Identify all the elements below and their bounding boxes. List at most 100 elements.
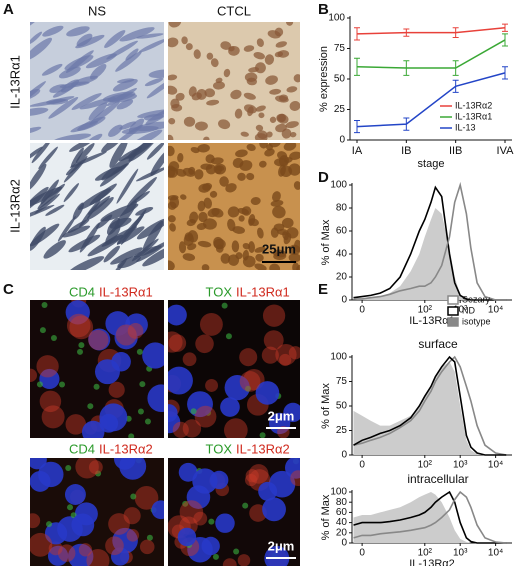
cell [255,253,264,262]
dot [242,502,249,509]
legend-swatch [447,317,459,327]
cell [243,45,255,52]
cell [227,254,240,266]
cell [30,81,46,106]
membrane [179,500,204,524]
nucleus [192,468,218,494]
cell [142,244,164,267]
cell [114,124,143,140]
cell [38,146,58,170]
cell [206,99,220,106]
cell [191,92,202,101]
cell [62,225,91,238]
cell [52,133,92,140]
membrane [30,513,41,529]
dot [59,381,66,388]
cell [259,160,267,168]
y-tick-label: 100 [328,13,345,24]
cell [177,152,184,163]
line [356,27,506,35]
cell [232,226,245,234]
line [353,355,507,456]
membrane [39,390,62,413]
area [353,492,507,543]
dot [65,465,72,472]
cell [136,33,164,39]
y-tick-label: 0 [341,295,347,306]
micrograph-content [30,300,164,438]
micrograph-content [168,22,300,140]
membrane [78,543,93,557]
nucleus [94,359,120,385]
cell [30,146,43,161]
cell [168,134,174,140]
membrane [263,330,284,351]
dot [233,548,240,555]
x-tick-label: 10³ [453,548,468,559]
cell [41,63,63,76]
membrane [245,469,259,483]
cell [181,36,188,45]
y-tick-label: 100 [330,487,347,498]
cell [253,52,265,60]
nucleus [151,500,164,520]
cell [258,112,265,119]
x-axis-label: IL-13Rα1 [409,315,455,327]
x-tick-label: 10² [418,548,433,559]
cell [150,149,164,176]
micrograph [168,300,300,438]
membrane [127,323,144,339]
membrane [65,414,87,435]
stain-label: TOX [206,284,233,299]
cell [168,74,178,81]
cell [175,92,185,101]
cell [259,143,268,149]
cell [220,41,232,50]
cell [46,98,69,105]
chart-title: surface [418,337,458,351]
cell [274,27,284,37]
membrane [199,312,223,336]
cell [63,183,80,203]
dot [95,470,102,477]
y-tick-label: 20 [336,272,348,283]
membrane [261,346,279,364]
y-tick-label: 25 [334,104,346,115]
cell [225,183,237,193]
dot [208,518,215,525]
cell [71,75,98,86]
cell [168,85,178,95]
cell [185,43,193,51]
cell [203,136,210,140]
scale-label: 2μm [268,408,295,423]
dot [245,385,252,392]
membrane [193,511,208,526]
cell [223,68,231,78]
membrane [36,355,59,378]
micrograph-content [168,458,300,566]
cell [266,131,273,138]
membrane [75,458,99,479]
cell [227,218,236,232]
cell [283,232,292,245]
scale-label: 2μm [268,538,295,553]
nucleus [168,404,178,423]
cell [116,168,139,204]
nucleus [105,311,131,336]
cell [183,116,196,127]
cell [71,93,102,110]
x-tick-label: IVA [497,145,515,157]
nucleus [142,342,164,369]
dot [128,433,135,438]
legend-label: IL-13Rα2 [455,100,492,110]
cell [240,131,249,137]
cell [142,220,164,252]
cell [254,263,267,270]
cell [269,88,282,95]
nucleus [168,366,193,395]
cell [104,30,126,48]
cell [242,249,249,261]
legend-label: IL-13 [455,122,476,132]
x-tick-label: 10³ [453,460,468,471]
